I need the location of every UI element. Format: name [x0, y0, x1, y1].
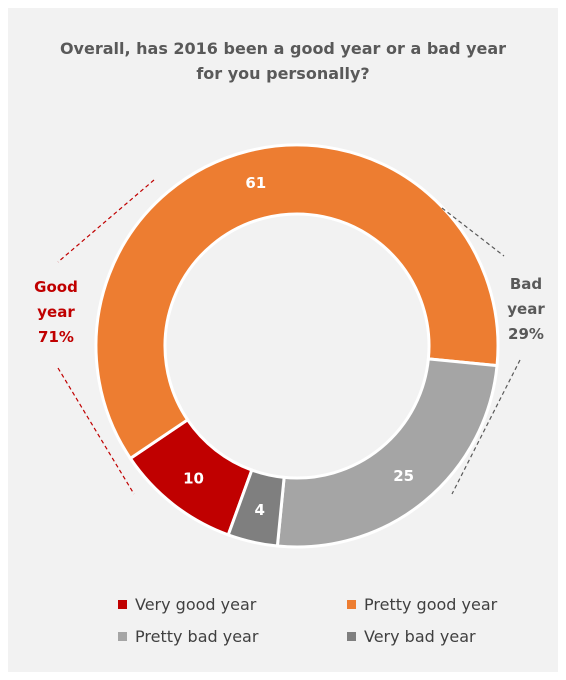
good-year-label-percent: 71%: [38, 328, 74, 346]
slice-very-bad-year: [226, 468, 286, 548]
legend-swatch-very-bad-year: [347, 631, 356, 641]
legend-label-pretty-good-year: Pretty good year: [364, 594, 498, 614]
good-year-label-line-2: year: [37, 303, 75, 321]
legend-item-pretty-bad-year: Pretty bad year: [118, 624, 258, 648]
slice-pretty-good-year: [94, 143, 500, 461]
legend-label-pretty-bad-year: Pretty bad year: [135, 626, 259, 646]
bad-year-label-line-2: year: [507, 300, 545, 318]
data-label-very-good-year: 10: [183, 469, 204, 487]
legend-item-very-good-year: Very good year: [118, 592, 256, 616]
data-label-very-bad-year: 4: [255, 501, 265, 519]
data-label-pretty-bad-year: 25: [393, 467, 414, 485]
legend-item-very-bad-year: Very bad year: [347, 624, 476, 648]
data-label-pretty-good-year: 61: [245, 174, 266, 192]
good-year-bracket-bottom: [57, 367, 135, 495]
legend-swatch-pretty-good-year: [347, 599, 356, 609]
good-year-group-label: Good year 71%: [22, 275, 90, 350]
chart-legend: Very good year Pretty good year Pretty b…: [0, 590, 566, 650]
legend-swatch-very-good-year: [118, 599, 127, 609]
legend-label-very-good-year: Very good year: [135, 594, 257, 614]
legend-label-very-bad-year: Very bad year: [364, 626, 476, 646]
bad-year-label-percent: 29%: [508, 325, 544, 343]
chart-title-line-1: Overall, has 2016 been a good year or a …: [59, 39, 507, 58]
bad-year-group-label: Bad year 29%: [494, 272, 558, 347]
legend-item-pretty-good-year: Pretty good year: [347, 592, 497, 616]
chart-title-line-2: for you personally?: [196, 64, 370, 83]
good-year-bracket-top: [57, 179, 155, 263]
bad-year-label-line-1: Bad: [509, 275, 543, 293]
legend-swatch-pretty-bad-year: [118, 631, 127, 641]
good-year-label-line-1: Good: [34, 278, 78, 296]
chart-title: Overall, has 2016 been a good year or a …: [0, 36, 566, 86]
slice-pretty-bad-year: [275, 357, 499, 549]
bad-year-bracket-top: [441, 207, 505, 257]
